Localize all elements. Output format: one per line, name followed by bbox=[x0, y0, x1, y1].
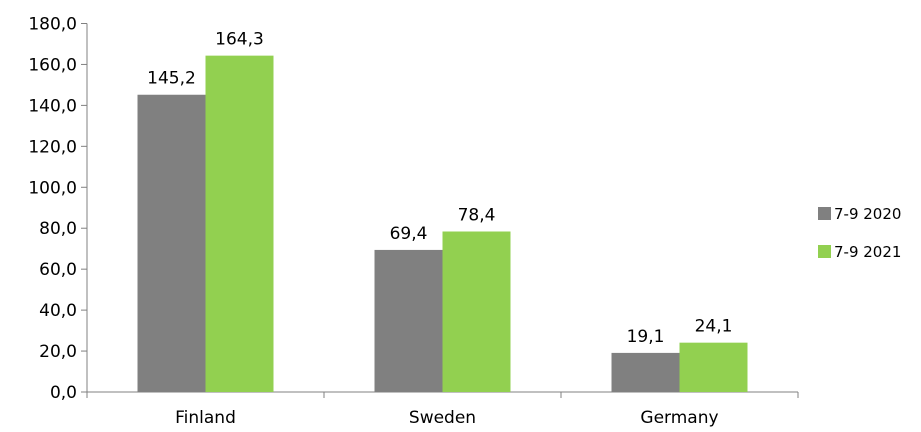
bar-2020-germany bbox=[611, 352, 680, 392]
y-tick-label: 160,0 bbox=[28, 55, 77, 75]
legend: 7-9 2020 7-9 2021 bbox=[818, 205, 901, 281]
data-label: 145,2 bbox=[147, 69, 196, 89]
data-label: 69,4 bbox=[390, 224, 428, 244]
legend-label-2020: 7-9 2020 bbox=[834, 204, 902, 223]
data-label: 19,1 bbox=[627, 327, 665, 347]
y-tick-label: 60,0 bbox=[39, 260, 77, 280]
data-label: 24,1 bbox=[695, 317, 733, 337]
y-tick-label: 80,0 bbox=[39, 219, 77, 239]
legend-item-2020: 7-9 2020 bbox=[818, 204, 902, 223]
y-tick-label: 0,0 bbox=[50, 383, 77, 403]
bar-2021-finland bbox=[205, 55, 274, 392]
y-tick-label: 20,0 bbox=[39, 342, 77, 362]
legend-swatch-2021 bbox=[818, 245, 831, 258]
legend-label-2021: 7-9 2021 bbox=[834, 242, 902, 261]
data-label: 78,4 bbox=[458, 205, 496, 225]
y-tick-label: 100,0 bbox=[28, 178, 77, 198]
x-category-label: Finland bbox=[175, 408, 236, 428]
y-tick-label: 140,0 bbox=[28, 96, 77, 116]
x-category-label: Germany bbox=[640, 408, 718, 428]
y-tick-label: 120,0 bbox=[28, 137, 77, 157]
bar-2020-sweden bbox=[374, 249, 443, 392]
y-axis: 0,0 20,0 40,0 60,0 80,0 100,0 120,0 140,0 160,0 1… bbox=[28, 15, 88, 403]
data-label: 164,3 bbox=[215, 30, 264, 50]
legend-swatch-2020 bbox=[818, 207, 831, 220]
legend-item-2021: 7-9 2021 bbox=[818, 242, 902, 261]
bar-2020-finland bbox=[137, 94, 206, 392]
x-category-label: Sweden bbox=[409, 408, 476, 428]
y-tick-label: 180,0 bbox=[28, 15, 77, 35]
y-tick-label: 40,0 bbox=[39, 301, 77, 321]
bar-2021-sweden bbox=[442, 231, 511, 392]
bars bbox=[137, 55, 748, 392]
data-labels: 145,2 164,3 69,4 78,4 19,1 24,1 bbox=[147, 30, 732, 347]
bar-2021-germany bbox=[679, 342, 748, 392]
x-axis: Finland Sweden Germany bbox=[86, 391, 799, 428]
